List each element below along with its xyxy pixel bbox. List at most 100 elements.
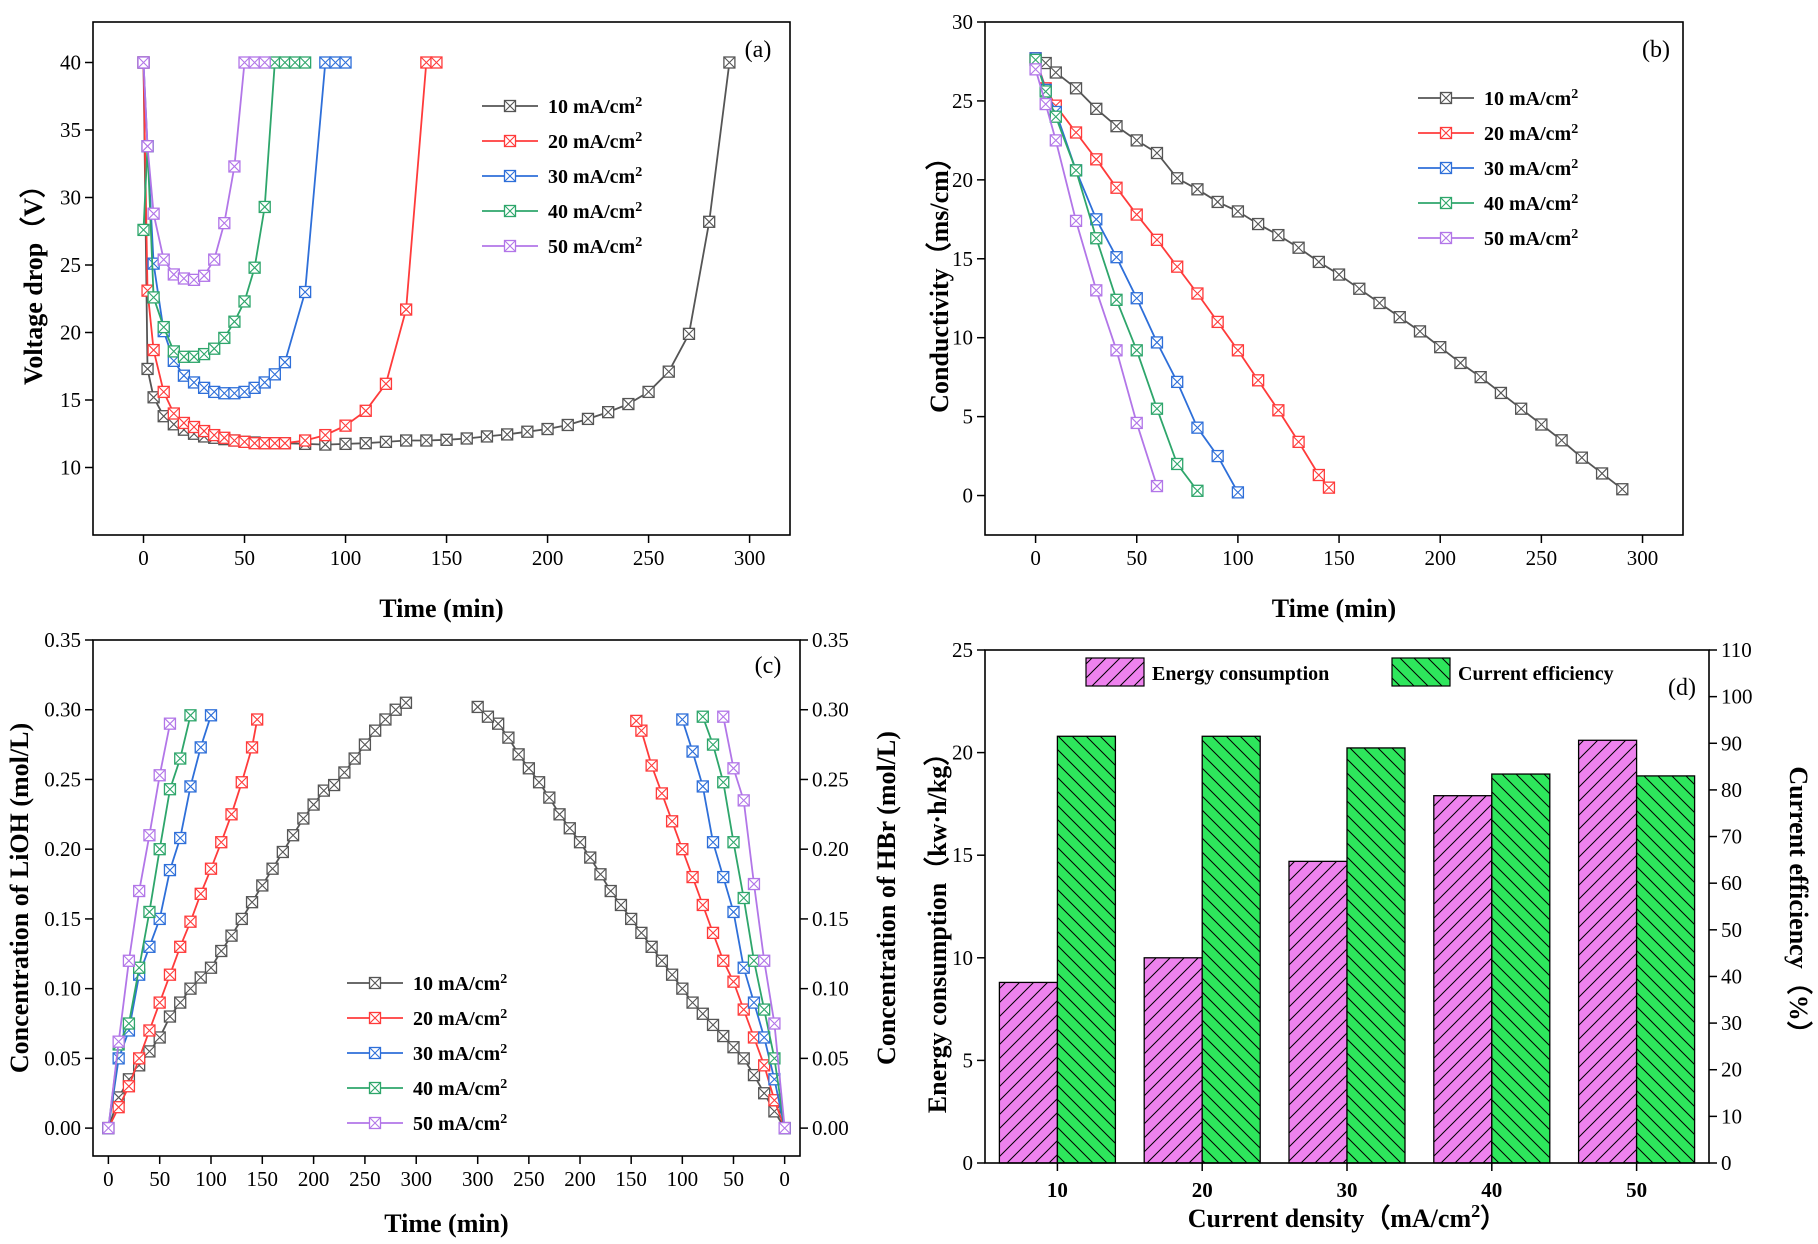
series-b-2-point [1150,336,1164,349]
series-c-lioh-3-point [133,961,146,974]
x-axis-b-tick-label: 100 [1222,546,1254,570]
y-axis-d-right-tick-label: 30 [1721,1011,1742,1035]
y-axis-b-tick-label: 10 [952,326,973,350]
series-c-hbr-1-line [635,720,786,1129]
series-a-1-point [208,428,221,442]
series-a-2-point [298,285,312,299]
series-a-1-point [278,437,292,450]
series-b-3-point [1171,457,1184,471]
series-a-1-point [430,56,443,69]
legend-marker [1439,161,1453,175]
series-b-1-point [1211,315,1224,329]
series-c-lioh-1-point [245,741,259,754]
legend-marker [503,169,517,183]
series-b-0-point [1150,146,1164,160]
series-a-4-point [218,216,231,230]
series-c-hbr-0-point [594,868,607,881]
y-axis-d-right-tick-label: 60 [1721,871,1742,895]
legend-marker [368,976,382,990]
series-b-3-point [1090,232,1103,245]
efficiency-bar [1491,773,1551,1164]
series-a-3-point [228,315,241,328]
y-axis-title-c-right: Concentration of HBr (mol/L) [872,731,901,1065]
series-c-lioh-0-point [235,912,248,926]
series-c-hbr-1-point [758,1059,771,1072]
y-axis-b-tick-label: 30 [952,10,973,34]
series-b-0-point [1272,228,1285,242]
series-c-lioh-4-point [153,769,166,782]
series-a-0-point [420,434,433,447]
series-b-1-point [1251,374,1265,387]
legend-marker [503,239,517,253]
series-c-lioh-0-point [379,713,392,726]
legend-label-efficiency: Current efficiency [1458,663,1614,685]
series-a-4-point [167,268,180,281]
series-c-hbr-0-point [727,1041,740,1054]
series-a-2-point [329,56,342,69]
series-a-1-point [238,435,251,449]
series-a-4-line [142,61,265,281]
series-a-1-point [399,303,413,316]
series-b-0-point [1211,195,1224,209]
x-axis-a-tick-label: 300 [734,546,766,570]
y-axis-b-tick-label: 0 [963,484,974,508]
series-c-hbr-0-point [471,700,484,714]
x-axis-c-right-tick-label: 300 [462,1167,494,1191]
series-a-0-point [541,422,554,436]
series-b-2-point [1191,421,1204,434]
x-axis-a-tick-label: 0 [138,546,149,570]
x-axis-c-right-tick-label: 250 [513,1167,545,1191]
series-c-hbr-3-point [727,836,740,849]
series-b-0-point [1575,451,1588,464]
series-b-0-point [1332,268,1346,281]
panel-label-d: (d) [1668,675,1696,701]
series-c-hbr-0-point [614,898,628,912]
x-axis-c-right-tick-label: 50 [723,1167,744,1191]
series-b-1-point [1231,344,1245,357]
y-axis-c-right-tick-label: 0.20 [812,837,849,861]
series-c-hbr-0-point [737,1052,750,1065]
efficiency-bar [1056,735,1117,1164]
series-a-4-point [238,56,251,69]
series-a-2-point [319,56,332,69]
series-b-3-point [1130,344,1143,357]
series-c-hbr-2-point [727,905,740,919]
series-a-3-line [142,61,306,358]
y-axis-a-tick-label: 35 [60,118,81,142]
y-axis-d-right-tick-label: 10 [1721,1104,1742,1128]
y-axis-c-right-tick-label: 0.00 [812,1116,849,1140]
x-axis-b-tick-label: 50 [1126,546,1147,570]
series-c-lioh-0-point [297,812,310,825]
series-a-2-point [177,369,191,382]
series-a-2-point [238,385,251,399]
series-c-lioh-0-point [215,944,228,958]
series-a-1-point [228,434,241,447]
series-a-4-point [248,56,261,69]
series-a-3-point [268,56,281,69]
series-a-1-point [248,437,261,450]
y-axis-c-left-tick-label: 0.05 [44,1046,81,1070]
y-axis-d-right-tick-label: 20 [1721,1058,1742,1082]
series-b-0-point [1595,467,1609,480]
x-axis-c-left-tick-label: 0 [103,1167,114,1191]
panel-label-b: (b) [1642,37,1670,63]
series-a-3-point [248,261,261,274]
legend-marker [368,1046,382,1060]
x-axis-c-left-tick-label: 100 [195,1167,227,1191]
legend-label-energy: Energy consumption [1152,663,1329,685]
series-c-lioh-3-point [163,783,177,796]
y-axis-d-right-tick-label: 40 [1721,964,1742,988]
series-a-3-point [187,350,201,363]
series-b-4-point [1130,416,1143,430]
series-b-0-point [1231,205,1245,218]
series-a-1-point [298,434,312,447]
energy-bar [1433,795,1493,1164]
series-b-0-point [1353,282,1366,295]
series-c-hbr-1-point [717,954,730,967]
series-c-lioh-0-point [317,784,331,797]
y-axis-a-tick-label: 20 [60,321,81,345]
legend-label: 40 mA/cm2 [548,200,642,224]
series-b-2-point [1231,486,1245,499]
series-b-0-point [1039,56,1052,70]
chart-panel-a: 0 50 100 150 200 250 300 10 15 20 25 30 35 40 (a) 10 mA… [19,21,791,623]
